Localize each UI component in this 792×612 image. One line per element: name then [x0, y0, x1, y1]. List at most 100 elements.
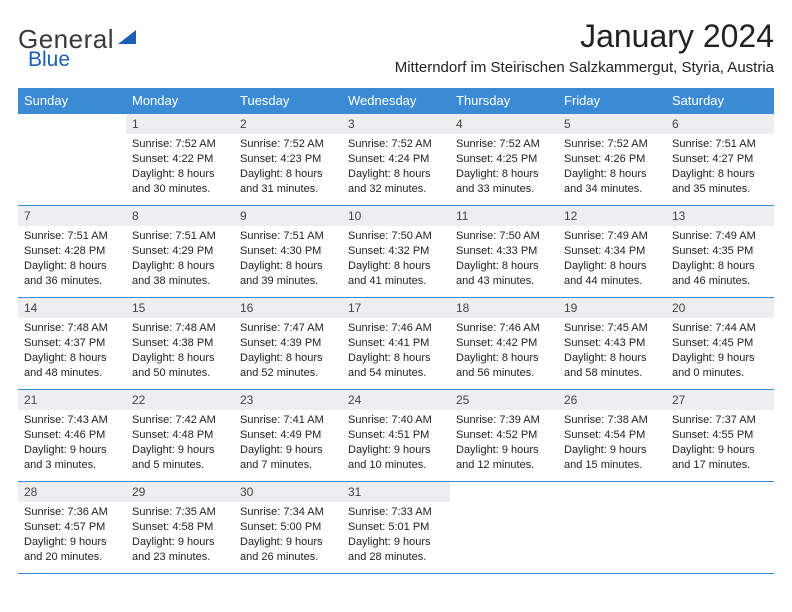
- detail-line: and 26 minutes.: [240, 550, 336, 565]
- calendar-week-row: 7 Sunrise: 7:51 AM Sunset: 4:28 PM Daylight…: [18, 206, 774, 298]
- detail-line: and 48 minutes.: [24, 366, 120, 381]
- detail-line: Sunrise: 7:46 AM: [348, 321, 444, 336]
- calendar-week-row: 14Sunrise: 7:48 AMSunset: 4:37 PMDayligh…: [18, 298, 774, 390]
- day-number: 24: [342, 390, 450, 410]
- detail-line: Daylight: 8 hours: [672, 259, 768, 274]
- day-details: Sunrise: 7:45 AMSunset: 4:43 PMDaylight:…: [558, 318, 666, 384]
- day-number: 28: [18, 482, 126, 502]
- detail-line: Sunset: 4:35 PM: [672, 244, 768, 259]
- day-details: Sunrise: 7:51 AMSunset: 4:27 PMDaylight:…: [666, 134, 774, 200]
- day-details: Sunrise: 7:51 AMSunset: 4:29 PMDaylight:…: [126, 226, 234, 292]
- detail-line: and 43 minutes.: [456, 274, 552, 289]
- detail-line: Sunrise: 7:51 AM: [132, 229, 228, 244]
- header: General January 2024 Mitterndorf im Stei…: [0, 0, 792, 82]
- detail-line: Sunrise: 7:52 AM: [240, 137, 336, 152]
- calendar-cell: 24Sunrise: 7:40 AMSunset: 4:51 PMDayligh…: [342, 390, 450, 482]
- detail-line: Sunset: 4:52 PM: [456, 428, 552, 443]
- detail-line: Sunrise: 7:42 AM: [132, 413, 228, 428]
- detail-line: and 38 minutes.: [132, 274, 228, 289]
- day-number: 10: [342, 206, 450, 226]
- calendar-cell: 22Sunrise: 7:42 AMSunset: 4:48 PMDayligh…: [126, 390, 234, 482]
- day-number: 21: [18, 390, 126, 410]
- detail-line: Daylight: 8 hours: [672, 167, 768, 182]
- day-details: Sunrise: 7:52 AMSunset: 4:23 PMDaylight:…: [234, 134, 342, 200]
- day-details: Sunrise: 7:42 AMSunset: 4:48 PMDaylight:…: [126, 410, 234, 476]
- detail-line: Daylight: 8 hours: [348, 259, 444, 274]
- detail-line: Daylight: 9 hours: [240, 443, 336, 458]
- day-details: Sunrise: 7:51 AMSunset: 4:30 PMDaylight:…: [234, 226, 342, 292]
- detail-line: Sunrise: 7:49 AM: [672, 229, 768, 244]
- day-details: Sunrise: 7:48 AMSunset: 4:38 PMDaylight:…: [126, 318, 234, 384]
- detail-line: Sunset: 5:01 PM: [348, 520, 444, 535]
- day-details: Sunrise: 7:49 AMSunset: 4:34 PMDaylight:…: [558, 226, 666, 292]
- detail-line: Sunrise: 7:35 AM: [132, 505, 228, 520]
- day-details: Sunrise: 7:46 AMSunset: 4:42 PMDaylight:…: [450, 318, 558, 384]
- detail-line: and 10 minutes.: [348, 458, 444, 473]
- day-details: Sunrise: 7:34 AMSunset: 5:00 PMDaylight:…: [234, 502, 342, 568]
- detail-line: Daylight: 9 hours: [672, 443, 768, 458]
- detail-line: Daylight: 9 hours: [240, 535, 336, 550]
- detail-line: Sunset: 4:55 PM: [672, 428, 768, 443]
- weekday-header: Monday: [126, 88, 234, 114]
- detail-line: Daylight: 8 hours: [240, 167, 336, 182]
- detail-line: Sunrise: 7:52 AM: [348, 137, 444, 152]
- detail-line: Daylight: 9 hours: [24, 443, 120, 458]
- calendar-cell: 7Sunrise: 7:51 AMSunset: 4:28 PMDaylight…: [18, 206, 126, 298]
- detail-line: Sunset: 4:43 PM: [564, 336, 660, 351]
- detail-line: Sunset: 4:28 PM: [24, 244, 120, 259]
- detail-line: Sunrise: 7:45 AM: [564, 321, 660, 336]
- detail-line: Sunset: 4:33 PM: [456, 244, 552, 259]
- day-details: Sunrise: 7:44 AMSunset: 4:45 PMDaylight:…: [666, 318, 774, 384]
- calendar-cell: 29Sunrise: 7:35 AMSunset: 4:58 PMDayligh…: [126, 482, 234, 574]
- detail-line: Sunrise: 7:48 AM: [132, 321, 228, 336]
- detail-line: and 30 minutes.: [132, 182, 228, 197]
- detail-line: Sunset: 4:48 PM: [132, 428, 228, 443]
- day-number: 7: [18, 206, 126, 226]
- day-number: 1: [126, 114, 234, 134]
- detail-line: Daylight: 9 hours: [132, 535, 228, 550]
- detail-line: Sunrise: 7:49 AM: [564, 229, 660, 244]
- day-details: Sunrise: 7:40 AMSunset: 4:51 PMDaylight:…: [342, 410, 450, 476]
- calendar-cell: 6Sunrise: 7:51 AMSunset: 4:27 PMDaylight…: [666, 114, 774, 206]
- detail-line: Daylight: 8 hours: [348, 351, 444, 366]
- day-number: 25: [450, 390, 558, 410]
- calendar-cell: 2Sunrise: 7:52 AMSunset: 4:23 PMDaylight…: [234, 114, 342, 206]
- detail-line: Daylight: 8 hours: [240, 259, 336, 274]
- calendar-week-row: 28Sunrise: 7:36 AMSunset: 4:57 PMDayligh…: [18, 482, 774, 574]
- weekday-header: Sunday: [18, 88, 126, 114]
- detail-line: and 3 minutes.: [24, 458, 120, 473]
- detail-line: and 7 minutes.: [240, 458, 336, 473]
- detail-line: and 31 minutes.: [240, 182, 336, 197]
- calendar-cell: 26Sunrise: 7:38 AMSunset: 4:54 PMDayligh…: [558, 390, 666, 482]
- detail-line: Sunset: 4:30 PM: [240, 244, 336, 259]
- day-details: Sunrise: 7:50 AMSunset: 4:32 PMDaylight:…: [342, 226, 450, 292]
- detail-line: Sunset: 4:27 PM: [672, 152, 768, 167]
- detail-line: and 56 minutes.: [456, 366, 552, 381]
- detail-line: Sunset: 4:41 PM: [348, 336, 444, 351]
- calendar-cell: 11Sunrise: 7:50 AMSunset: 4:33 PMDayligh…: [450, 206, 558, 298]
- day-details: Sunrise: 7:43 AMSunset: 4:46 PMDaylight:…: [18, 410, 126, 476]
- detail-line: and 46 minutes.: [672, 274, 768, 289]
- day-details: Sunrise: 7:33 AMSunset: 5:01 PMDaylight:…: [342, 502, 450, 568]
- day-number: 8: [126, 206, 234, 226]
- detail-line: and 52 minutes.: [240, 366, 336, 381]
- detail-line: and 39 minutes.: [240, 274, 336, 289]
- detail-line: Sunrise: 7:34 AM: [240, 505, 336, 520]
- calendar-table: SundayMondayTuesdayWednesdayThursdayFrid…: [18, 88, 774, 574]
- calendar-week-row: 1Sunrise: 7:52 AMSunset: 4:22 PMDaylight…: [18, 114, 774, 206]
- calendar-cell: [666, 482, 774, 574]
- calendar-cell: 25Sunrise: 7:39 AMSunset: 4:52 PMDayligh…: [450, 390, 558, 482]
- logo-text-part2: Blue: [28, 48, 70, 72]
- detail-line: and 17 minutes.: [672, 458, 768, 473]
- day-details: Sunrise: 7:39 AMSunset: 4:52 PMDaylight:…: [450, 410, 558, 476]
- detail-line: Sunrise: 7:51 AM: [240, 229, 336, 244]
- detail-line: and 36 minutes.: [24, 274, 120, 289]
- detail-line: Daylight: 8 hours: [456, 351, 552, 366]
- calendar-cell: 15Sunrise: 7:48 AMSunset: 4:38 PMDayligh…: [126, 298, 234, 390]
- weekday-header: Thursday: [450, 88, 558, 114]
- detail-line: Sunset: 4:46 PM: [24, 428, 120, 443]
- day-number: 31: [342, 482, 450, 502]
- day-number: 11: [450, 206, 558, 226]
- detail-line: Daylight: 8 hours: [348, 167, 444, 182]
- detail-line: Sunset: 4:37 PM: [24, 336, 120, 351]
